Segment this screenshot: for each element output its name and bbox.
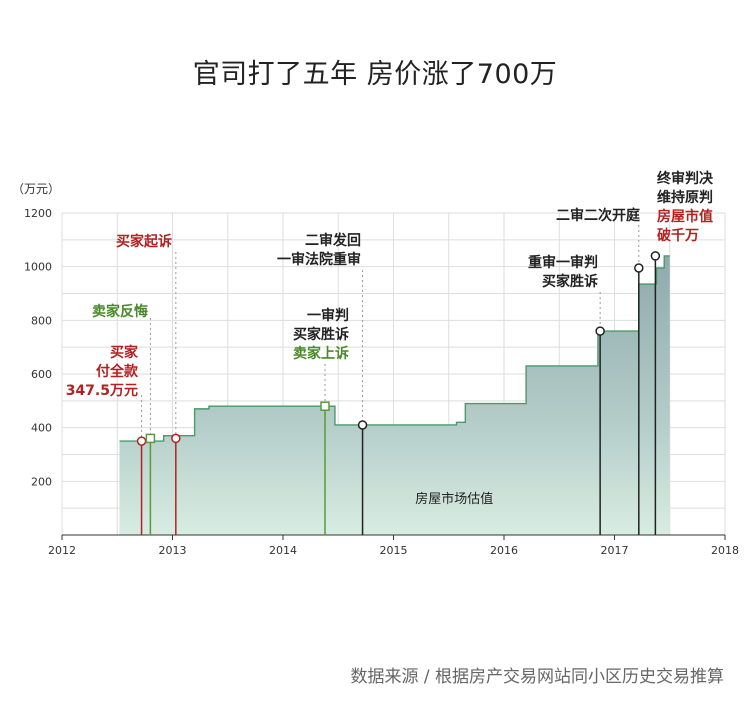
- event-label-first-trial: 卖家上诉: [293, 345, 349, 362]
- valuation-area: [119, 255, 670, 535]
- x-tick-label: 2013: [159, 544, 187, 557]
- event-marker-circle: [650, 251, 661, 261]
- event-marker-circle: [357, 420, 368, 430]
- event-label-first-trial: 买家胜诉: [293, 326, 349, 343]
- event-label-buyer-sues: 买家起诉: [116, 233, 172, 250]
- event-marker-square: [320, 401, 330, 411]
- event-label-first-trial: 一审判: [307, 307, 349, 324]
- y-tick-label: 1200: [24, 207, 52, 220]
- series-label: 房屋市场估值: [415, 491, 493, 507]
- event-label-remanded: 一审法院重审: [277, 251, 361, 268]
- event-label-final-ruling: 维持原判: [657, 189, 713, 206]
- x-tick-label: 2014: [269, 544, 297, 557]
- x-tick-label: 2017: [601, 544, 629, 557]
- x-tick-label: 2016: [490, 544, 518, 557]
- event-marker-circle: [595, 326, 605, 336]
- event-marker-square: [145, 433, 156, 444]
- y-tick-label: 200: [31, 475, 52, 488]
- y-tick-label: 400: [31, 422, 52, 435]
- chart-title: 官司打了五年 房价涨了700万: [192, 59, 558, 90]
- event-label-remanded: 二审发回: [305, 232, 361, 249]
- y-tick-label: 600: [31, 368, 52, 381]
- event-label-seller-regret: 卖家反悔: [92, 303, 148, 320]
- source-note: 数据来源 / 根据房产交易网站同小区历史交易推算: [350, 667, 724, 687]
- event-label-retrial: 买家胜诉: [542, 273, 598, 290]
- event-label-second-hearing: 二审二次开庭: [556, 207, 641, 224]
- x-tick-label: 2015: [380, 544, 408, 557]
- event-label-buyer-paid: 347.5万元: [66, 383, 138, 399]
- x-tick-label: 2018: [711, 544, 739, 557]
- event-marker-circle: [171, 433, 181, 444]
- event-label-final-ruling: 终审判决: [657, 170, 714, 187]
- event-label-buyer-paid: 买家: [110, 344, 139, 361]
- event-label-final-ruling: 房屋市值: [657, 208, 713, 225]
- y-tick-label: 1000: [24, 261, 52, 274]
- valuation-step-line: [119, 255, 670, 442]
- event-label-retrial: 重审一审判: [528, 254, 598, 271]
- event-marker-circle: [136, 436, 147, 446]
- event-marker-circle: [634, 263, 644, 273]
- x-tick-label: 2012: [48, 544, 76, 557]
- y-axis-unit: （万元）: [12, 182, 60, 196]
- event-label-buyer-paid: 付全款: [96, 363, 139, 380]
- event-label-final-ruling: 破千万: [657, 227, 699, 244]
- y-tick-label: 800: [31, 314, 52, 327]
